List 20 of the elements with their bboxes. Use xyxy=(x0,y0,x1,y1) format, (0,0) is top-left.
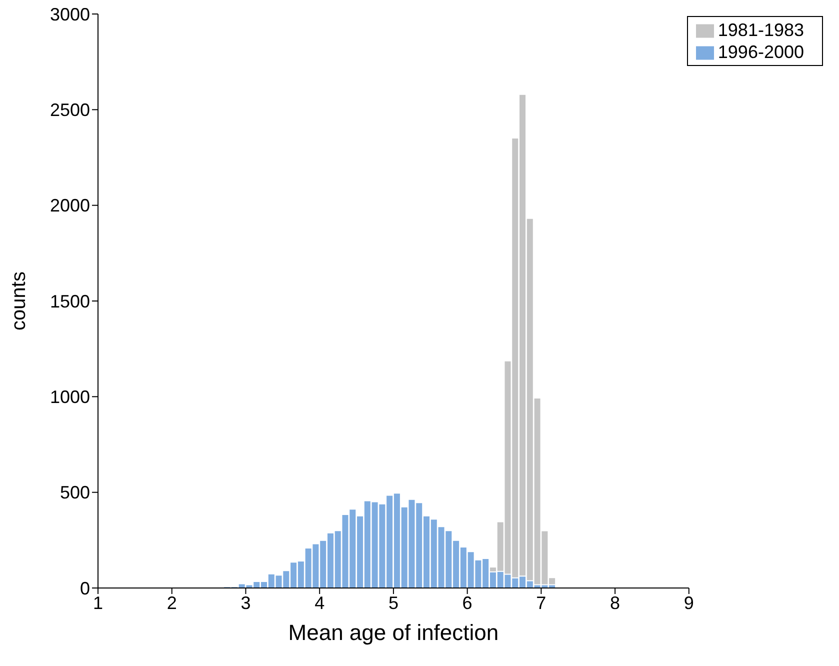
x-tick-label: 3 xyxy=(240,592,251,613)
y-tick-label: 1500 xyxy=(50,291,90,312)
x-tick-label: 7 xyxy=(536,592,546,613)
x-tick-label: 2 xyxy=(166,592,177,613)
x-tick-label: 6 xyxy=(462,592,472,613)
y-axis-title: counts xyxy=(8,272,30,330)
x-tick-label: 5 xyxy=(388,592,398,613)
y-tick-label: 2500 xyxy=(50,100,90,120)
y-tick-label: 0 xyxy=(80,578,90,598)
legend-label: 1996-2000 xyxy=(718,42,804,62)
y-tick-label: 1000 xyxy=(50,387,90,408)
x-axis-title: Mean age of infection xyxy=(288,620,499,645)
y-tick-label: 2000 xyxy=(50,196,90,216)
x-tick-label: 8 xyxy=(610,592,620,613)
y-tick-label: 3000 xyxy=(50,4,90,24)
legend-label: 1981-1983 xyxy=(718,20,804,40)
x-tick-label: 9 xyxy=(684,592,694,613)
x-tick-label: 4 xyxy=(314,592,325,613)
y-tick-label: 500 xyxy=(60,482,90,503)
x-tick-label: 1 xyxy=(92,592,104,613)
